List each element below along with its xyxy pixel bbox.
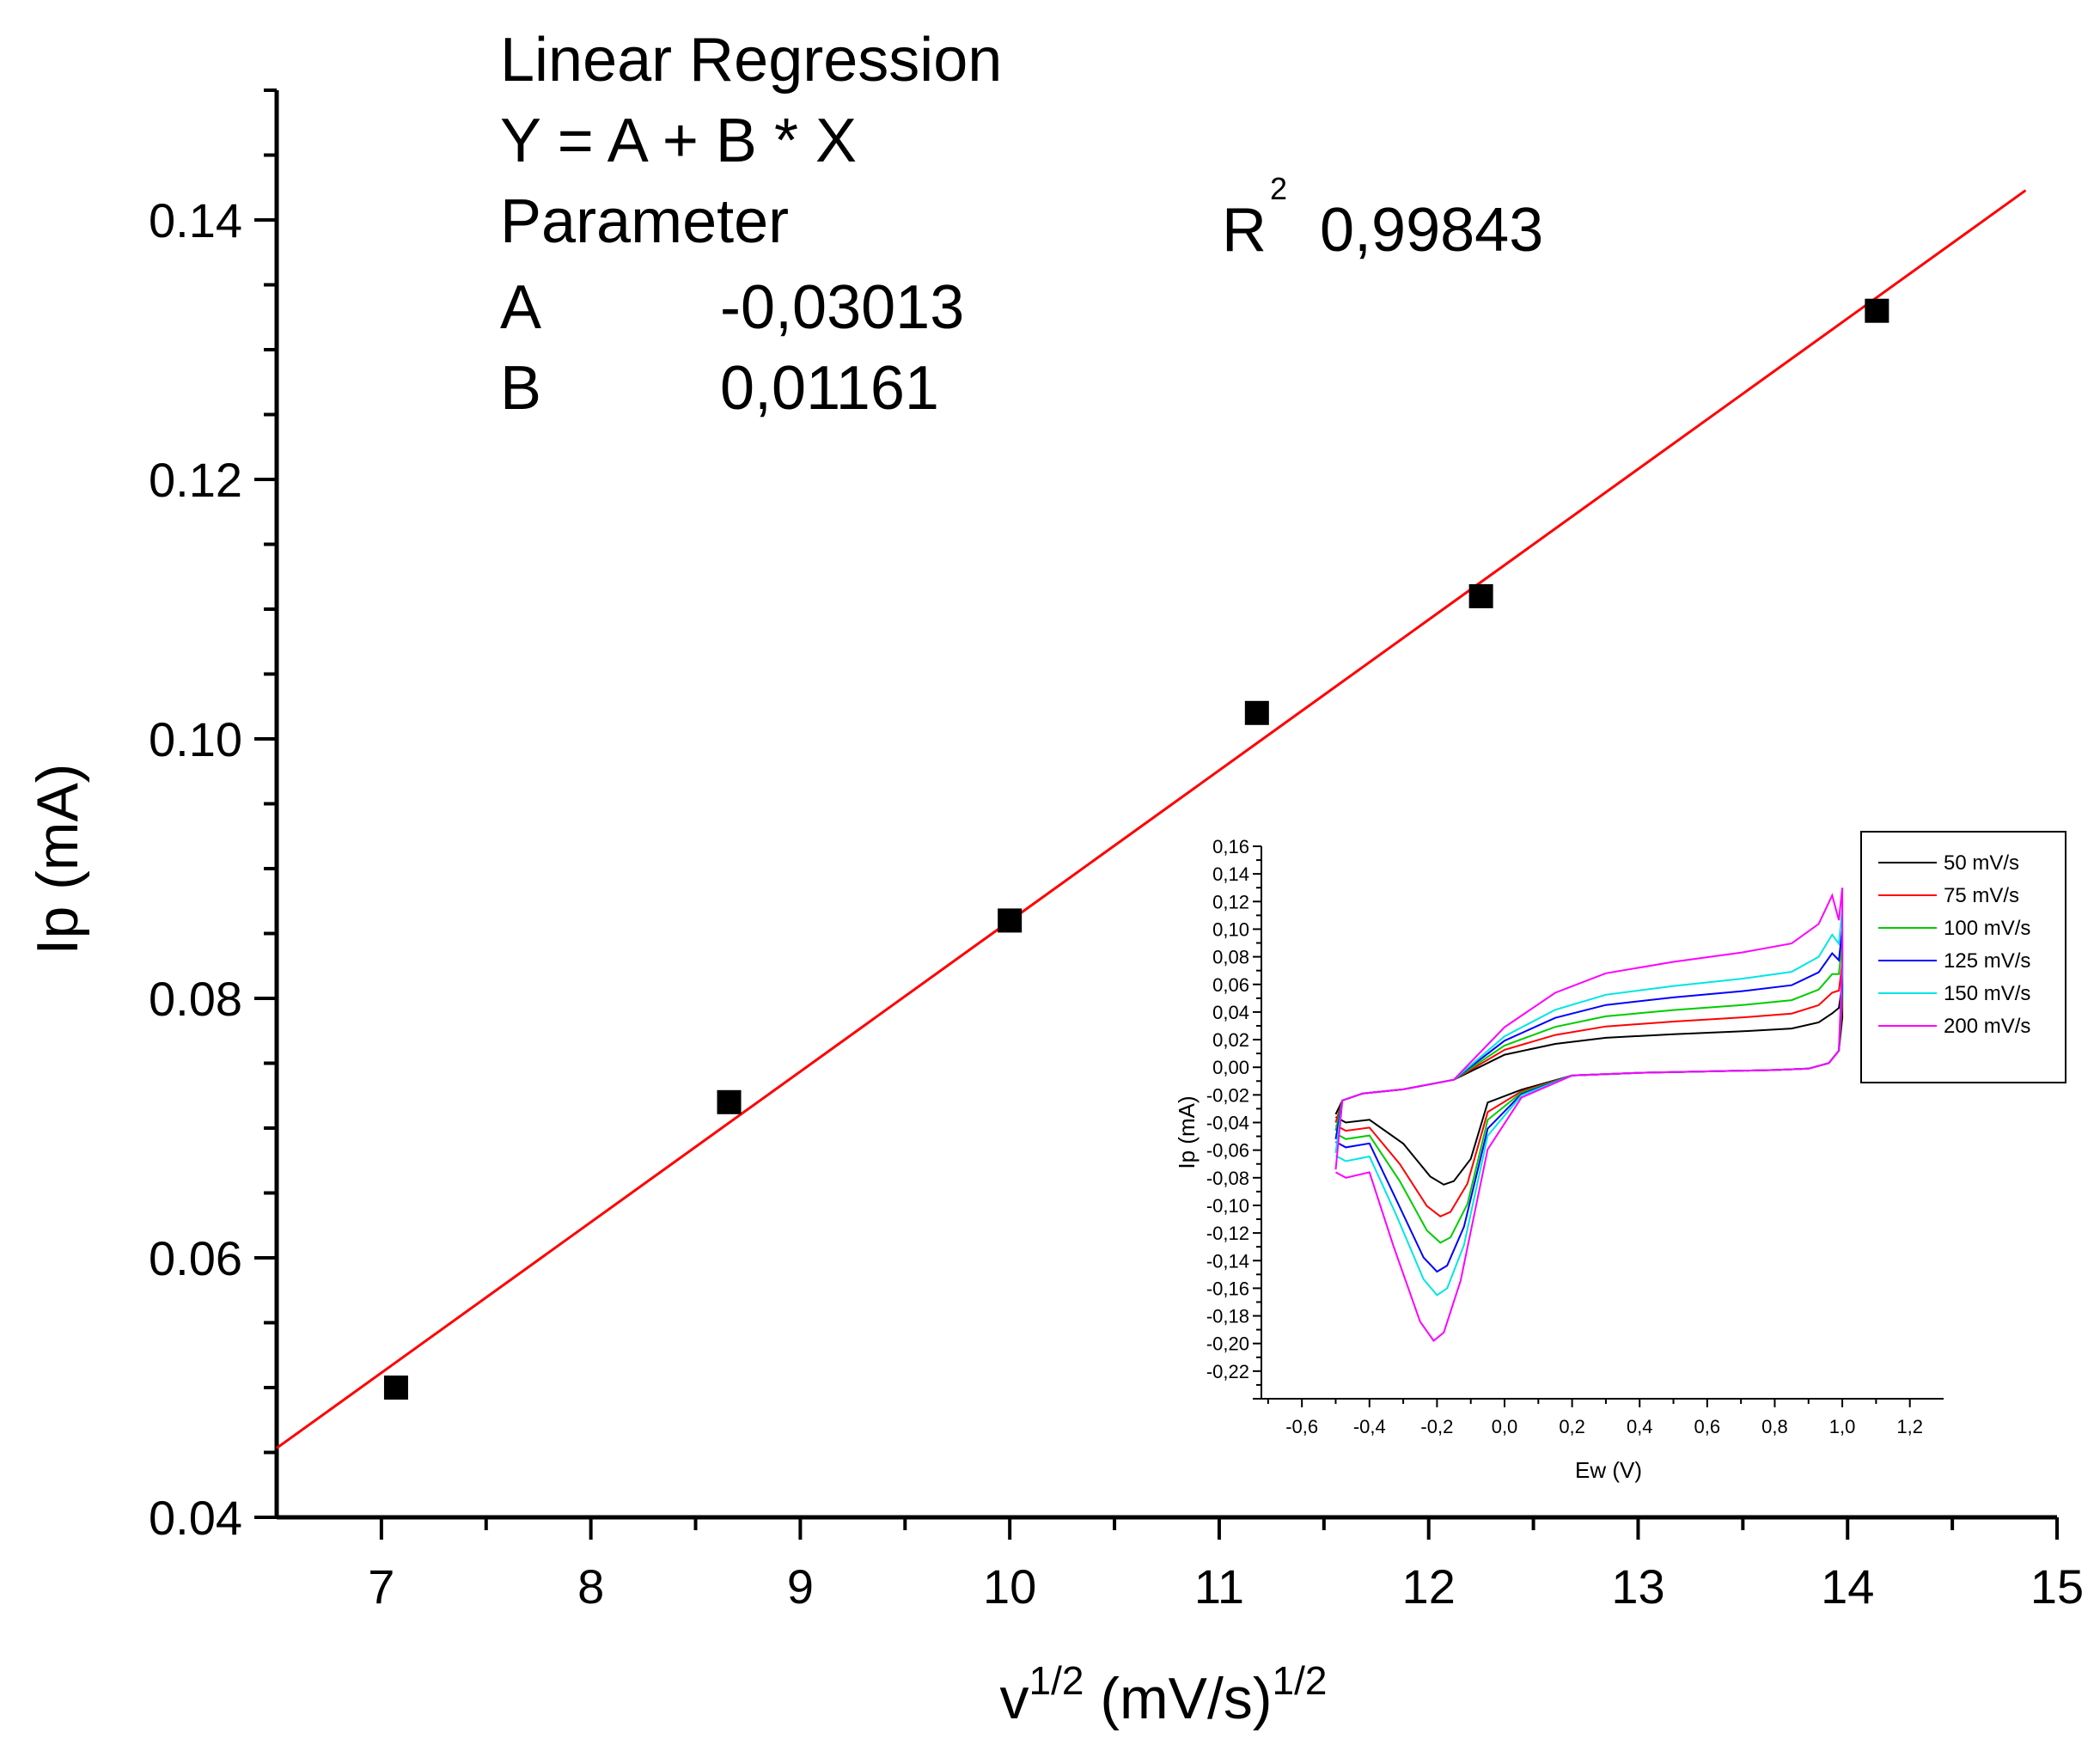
legend-box bbox=[1860, 831, 2066, 1083]
annotation-b-label: B bbox=[500, 354, 541, 423]
inset-y-tick-label: -0,12 bbox=[1206, 1223, 1249, 1244]
annotation-r2-value: 0,99843 bbox=[1320, 196, 1543, 265]
inset-x-tick-label: -0,6 bbox=[1285, 1416, 1318, 1437]
annotation-equation: Y = A + B * X bbox=[500, 107, 857, 175]
x-axis-title-base: v bbox=[1000, 1666, 1029, 1731]
y-tick-label: 0.10 bbox=[149, 712, 242, 766]
main-axes: 7 8 9 10 11 12 13 14 15 0.04 0.06 0.08 0.10 0.12 0.14 bbox=[149, 88, 2084, 1614]
x-tick-label: 13 bbox=[1611, 1559, 1664, 1614]
x-tick-label: 15 bbox=[2030, 1559, 2084, 1614]
inset-curves-group bbox=[1334, 888, 1844, 1342]
inset-y-tick-label: -0,20 bbox=[1206, 1333, 1249, 1355]
x-axis-title: v1/2 (mV/s)1/2 bbox=[1000, 1658, 1328, 1731]
annotation-r2-label: R bbox=[1222, 196, 1267, 265]
x-tick-label: 9 bbox=[787, 1559, 814, 1614]
annotation-title: Linear Regression bbox=[500, 26, 1002, 95]
data-point bbox=[998, 908, 1023, 933]
x-tick-label: 14 bbox=[1821, 1559, 1874, 1614]
inset-y-tick-label: 0,06 bbox=[1212, 974, 1249, 996]
x-tick-label: 11 bbox=[1194, 1559, 1244, 1614]
y-axis-title: Ip (mA) bbox=[25, 764, 90, 955]
legend-label: 50 mV/s bbox=[1944, 851, 2019, 875]
annotation-b-value: 0,01161 bbox=[720, 354, 939, 423]
inset-y-tick-label: 0,02 bbox=[1212, 1029, 1249, 1051]
annotation-parameter-label: Parameter bbox=[500, 187, 789, 256]
annotation-a-label: A bbox=[500, 273, 541, 342]
regression-annotation: Linear Regression Y = A + B * X Paramete… bbox=[500, 26, 1543, 423]
y-tick-label: 0.06 bbox=[149, 1231, 242, 1285]
inset-axes: -0,6 -0,4 -0,2 0,0 0,2 0,4 0,6 0,8 1,0 1,2 0,16 0,1… bbox=[1206, 836, 1944, 1437]
inset-y-tick-label: -0,14 bbox=[1206, 1250, 1249, 1272]
x-axis-title-unit: (mV/s) bbox=[1100, 1666, 1272, 1731]
x-tick-label: 10 bbox=[983, 1559, 1036, 1614]
inset-x-tick-label: 1,0 bbox=[1829, 1416, 1856, 1437]
inset-x-tick-label: 0,2 bbox=[1559, 1416, 1585, 1437]
legend-label: 150 mV/s bbox=[1944, 982, 2030, 1005]
inset-y-tick-label: -0,08 bbox=[1206, 1168, 1249, 1189]
inset-x-tick-label: 1,2 bbox=[1896, 1416, 1923, 1437]
inset-y-tick-label: 0,14 bbox=[1212, 863, 1249, 885]
inset-y-tick-label: -0,02 bbox=[1206, 1084, 1249, 1106]
inset-x-tick-label: -0,2 bbox=[1420, 1416, 1453, 1437]
main-fit-group bbox=[276, 189, 2027, 1449]
y-tick-label: 0.08 bbox=[149, 972, 242, 1026]
y-tick-label: 0.04 bbox=[149, 1491, 242, 1545]
annotation-r2-sup: 2 bbox=[1270, 171, 1287, 206]
inset-y-axis-title: Ip (mA) bbox=[1174, 1095, 1200, 1168]
regression-line bbox=[276, 189, 2027, 1449]
inset-x-tick-label: 0,6 bbox=[1694, 1416, 1721, 1437]
inset-y-tick-label: -0,18 bbox=[1206, 1306, 1249, 1327]
inset-y-tick-label: 0,00 bbox=[1212, 1057, 1249, 1078]
inset-y-tick-label: 0,16 bbox=[1212, 836, 1249, 857]
annotation-a-value: -0,03013 bbox=[720, 273, 964, 342]
inset-x-tick-label: 0,4 bbox=[1627, 1416, 1653, 1437]
x-axis-title-exp: 1/2 bbox=[1029, 1658, 1084, 1703]
inset-y-tick-label: -0,04 bbox=[1206, 1113, 1249, 1134]
legend-label: 200 mV/s bbox=[1944, 1015, 2030, 1038]
inset-legend: 50 mV/s 75 mV/s 100 mV/s 125 mV/s 150 mV/s 20… bbox=[1860, 831, 2066, 1083]
legend-label: 100 mV/s bbox=[1944, 917, 2030, 940]
inset-y-tick-label: -0,06 bbox=[1206, 1140, 1249, 1162]
x-tick-label: 7 bbox=[368, 1559, 394, 1614]
inset-y-tick-label: -0,10 bbox=[1206, 1195, 1249, 1217]
data-point bbox=[1244, 700, 1269, 725]
data-point bbox=[1468, 583, 1493, 608]
inset-y-tick-label: 0,08 bbox=[1212, 947, 1249, 968]
legend-label: 125 mV/s bbox=[1944, 949, 2030, 973]
cv-curve bbox=[1334, 888, 1844, 1342]
y-tick-label: 0.12 bbox=[149, 453, 242, 507]
legend-label: 75 mV/s bbox=[1944, 884, 2019, 907]
inset-y-tick-label: 0,04 bbox=[1212, 1002, 1249, 1023]
inset-y-tick-label: -0,16 bbox=[1206, 1278, 1249, 1299]
inset-x-tick-label: 0,8 bbox=[1761, 1416, 1788, 1437]
data-point bbox=[717, 1089, 742, 1114]
y-tick-label: 0.14 bbox=[149, 193, 242, 247]
inset-y-tick-label: 0,10 bbox=[1212, 918, 1249, 940]
inset-y-tick-label: 0,12 bbox=[1212, 891, 1249, 912]
inset-y-tick-label: -0,22 bbox=[1206, 1361, 1249, 1382]
x-axis-title-unit-exp: 1/2 bbox=[1273, 1658, 1328, 1703]
x-tick-label: 12 bbox=[1402, 1559, 1456, 1614]
x-tick-label: 8 bbox=[577, 1559, 604, 1614]
inset-x-axis-title: Ew (V) bbox=[1575, 1457, 1642, 1483]
inset-x-tick-label: 0,0 bbox=[1492, 1416, 1518, 1437]
main-points-group bbox=[383, 298, 1889, 1400]
inset-x-tick-label: -0,4 bbox=[1353, 1416, 1386, 1437]
data-point bbox=[383, 1376, 408, 1400]
data-point bbox=[1865, 298, 1889, 323]
